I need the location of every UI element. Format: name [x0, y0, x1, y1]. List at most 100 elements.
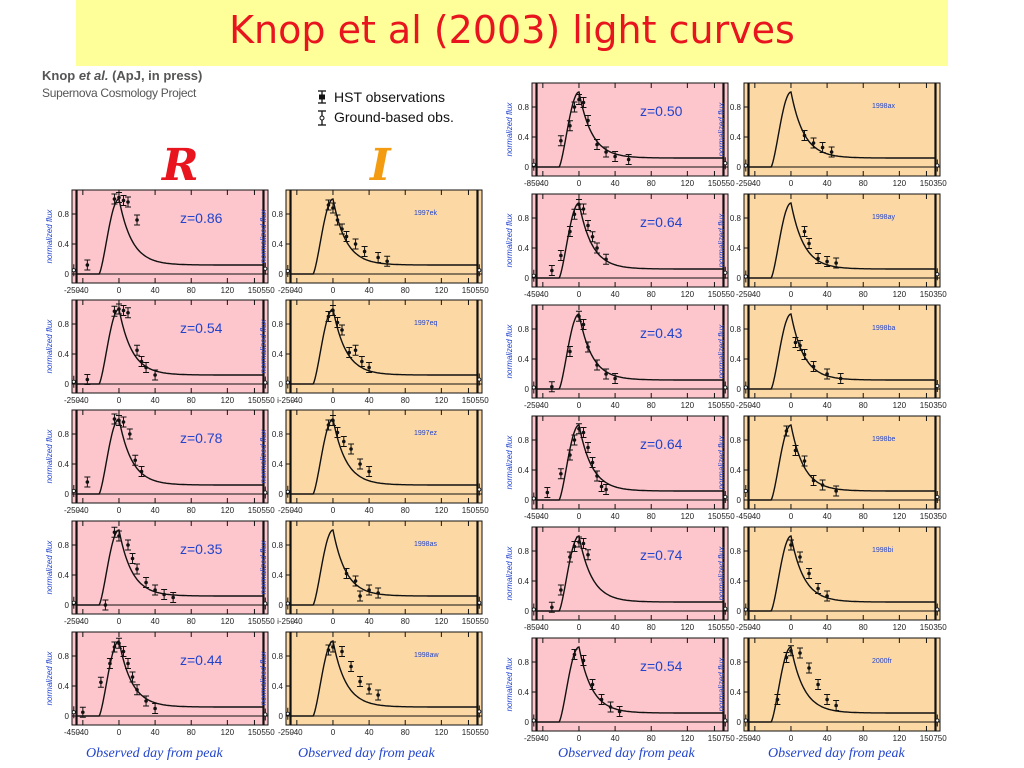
x-tick-label: 0	[577, 734, 582, 743]
x-tick-label: 550	[261, 728, 275, 737]
x-tick-label: 0	[117, 506, 122, 515]
data-point	[797, 647, 803, 659]
y-tick-label: 0.8	[730, 214, 742, 223]
data-point	[111, 641, 118, 653]
data-point	[352, 238, 359, 250]
data-point	[339, 223, 345, 235]
y-axis-label: normalized flux	[505, 435, 514, 490]
edge-point	[71, 264, 76, 277]
data-marker	[807, 666, 811, 670]
data-point	[571, 101, 578, 113]
model-curve	[536, 91, 724, 168]
data-marker	[331, 206, 335, 210]
data-marker	[802, 229, 807, 234]
x-tick-label: -40	[291, 506, 303, 515]
data-point	[801, 226, 808, 237]
data-marker	[85, 377, 90, 382]
data-marker	[353, 579, 358, 583]
data-point	[102, 599, 109, 611]
edge-point	[477, 483, 482, 496]
x-tick-label: 80	[859, 179, 868, 188]
panel-frame	[743, 526, 941, 621]
model-curve	[536, 424, 724, 501]
data-marker	[559, 588, 563, 592]
data-marker	[285, 268, 290, 273]
data-marker	[825, 259, 829, 264]
panel-frame	[531, 415, 729, 510]
y-tick-label: 0.8	[272, 652, 284, 661]
data-marker	[112, 645, 117, 649]
data-point	[792, 337, 799, 348]
edge-point	[743, 381, 748, 394]
x-tick-label: 150	[708, 290, 722, 299]
panel-r4: 0 0.4 0.8 -250-40 0 40 80 120 150 550 normalized f…	[45, 520, 275, 626]
data-point	[594, 139, 601, 150]
data-marker	[743, 488, 748, 493]
data-point	[806, 662, 813, 674]
x-tick-label: 0	[789, 734, 794, 743]
data-marker	[935, 718, 940, 723]
data-point	[824, 368, 831, 380]
data-point	[580, 203, 587, 215]
x-tick-label: 40	[823, 290, 832, 299]
data-marker	[144, 699, 148, 703]
edge-point	[723, 157, 728, 170]
x-tick-label: 0	[117, 396, 122, 405]
data-marker	[126, 543, 130, 547]
edge-point	[723, 381, 728, 394]
data-point	[170, 592, 177, 603]
edge-point	[743, 603, 748, 616]
edge-point	[531, 492, 536, 505]
model-curve	[536, 646, 724, 723]
y-axis-label: normalized flux	[259, 651, 268, 706]
y-tick-label: 0.8	[58, 541, 70, 550]
edge-point	[723, 266, 728, 279]
edge-point	[935, 491, 940, 503]
data-point	[343, 568, 350, 579]
panel-frame	[71, 409, 269, 504]
panel-frame	[285, 409, 483, 504]
y-tick-label: 0.8	[58, 210, 70, 219]
edge-point	[477, 373, 482, 386]
data-point	[143, 362, 150, 373]
panel-frame	[531, 304, 729, 399]
data-point	[125, 658, 131, 669]
x-tick-label: -250	[736, 734, 753, 743]
model-curve	[536, 202, 724, 279]
data-marker	[793, 340, 798, 345]
data-marker	[376, 255, 380, 260]
data-point	[774, 694, 781, 705]
y-tick-label: 0	[279, 601, 284, 610]
y-tick-label: 0.4	[518, 133, 530, 142]
y-axis-label: normalized flux	[717, 435, 726, 490]
data-point	[111, 305, 118, 317]
data-marker	[577, 426, 581, 431]
data-marker	[71, 488, 76, 493]
y-tick-label: 0.4	[730, 466, 742, 475]
y-axis-label: normalized flux	[505, 102, 514, 157]
y-tick-label: 0	[65, 380, 70, 389]
data-marker	[626, 157, 631, 162]
data-point	[111, 526, 118, 538]
data-marker	[820, 483, 825, 487]
y-axis-label: normalized flux	[505, 324, 514, 379]
x-tick-label: 40	[823, 623, 832, 632]
y-tick-label: 0.8	[518, 547, 530, 556]
y-tick-label: 0	[737, 496, 742, 505]
data-point	[384, 255, 391, 267]
x-tick-label: 0	[117, 286, 122, 295]
data-marker	[128, 432, 132, 436]
data-marker	[935, 163, 940, 168]
supernova-name: 1998ba	[872, 325, 895, 332]
data-point	[625, 154, 632, 165]
x-axis-label-col4: Observed day from peak	[768, 746, 905, 761]
data-marker	[572, 652, 577, 657]
x-tick-label: 150	[462, 286, 476, 295]
data-point	[366, 362, 373, 373]
x-tick-label: -250	[524, 401, 541, 410]
data-marker	[335, 430, 340, 435]
data-point	[589, 679, 596, 690]
legend: HST observations Ground-based obs.	[316, 88, 506, 128]
model-curve	[748, 91, 936, 168]
y-axis-label: normalized flux	[717, 102, 726, 157]
